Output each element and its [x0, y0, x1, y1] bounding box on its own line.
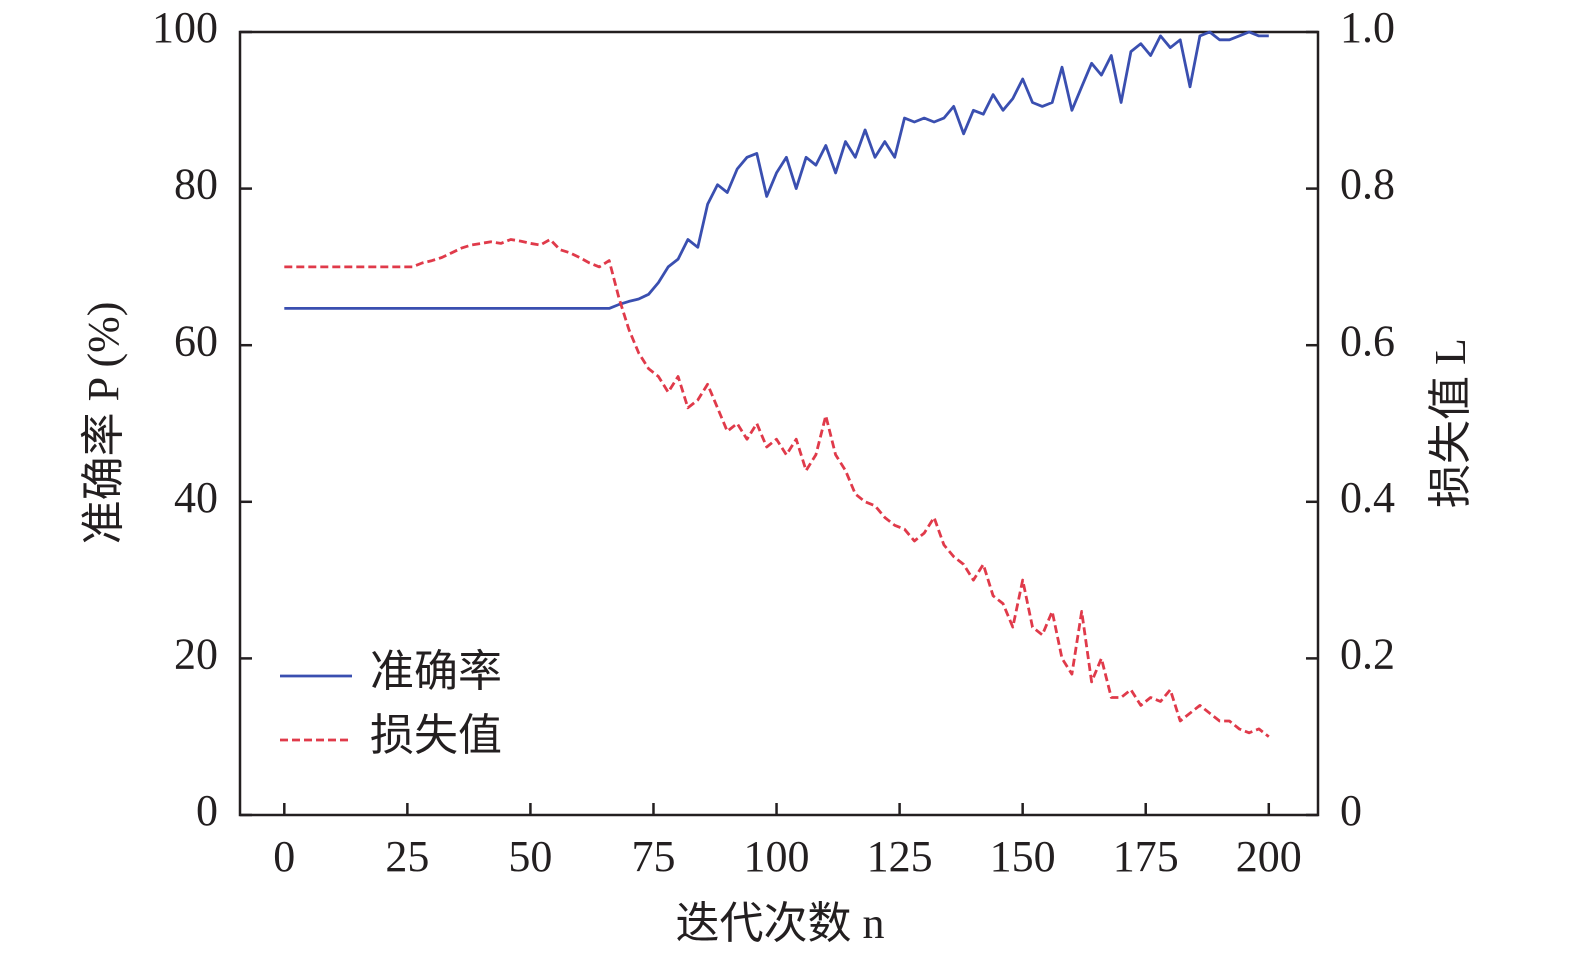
x-tick-label: 100: [744, 832, 810, 881]
y2-axis-label: 损失值 L: [1426, 338, 1475, 508]
x-tick-label: 125: [867, 832, 933, 881]
y-tick-label: 100: [152, 3, 218, 52]
y-tick-label: 40: [174, 473, 218, 522]
x-tick-label: 0: [273, 832, 295, 881]
y-tick-label: 0: [196, 786, 218, 835]
legend-label: 损失值: [370, 711, 502, 760]
x-tick-label: 25: [385, 832, 429, 881]
x-tick-label: 75: [631, 832, 675, 881]
data-line: [284, 30, 1269, 310]
y2-tick-label: 0: [1340, 786, 1362, 835]
legend-label: 准确率: [370, 647, 502, 696]
y-axis-label: 准确率 P (%): [79, 302, 128, 545]
x-tick-label: 50: [508, 832, 552, 881]
y2-tick-label: 0.2: [1340, 629, 1395, 678]
x-axis-label: 迭代次数 n: [676, 899, 885, 948]
y2-tick-label: 0.6: [1340, 316, 1395, 365]
y-tick-label: 20: [174, 629, 218, 678]
y2-tick-label: 0.4: [1340, 473, 1395, 522]
x-tick-label: 200: [1236, 832, 1302, 881]
x-tick-label: 150: [990, 832, 1056, 881]
y2-tick-label: 0.8: [1340, 160, 1395, 209]
y-tick-label: 80: [174, 160, 218, 209]
data-line: [284, 238, 1270, 738]
x-tick-label: 175: [1113, 832, 1179, 881]
y-tick-label: 60: [174, 316, 218, 365]
plot-frame: [238, 30, 1320, 817]
y2-tick-label: 1.0: [1340, 3, 1395, 52]
